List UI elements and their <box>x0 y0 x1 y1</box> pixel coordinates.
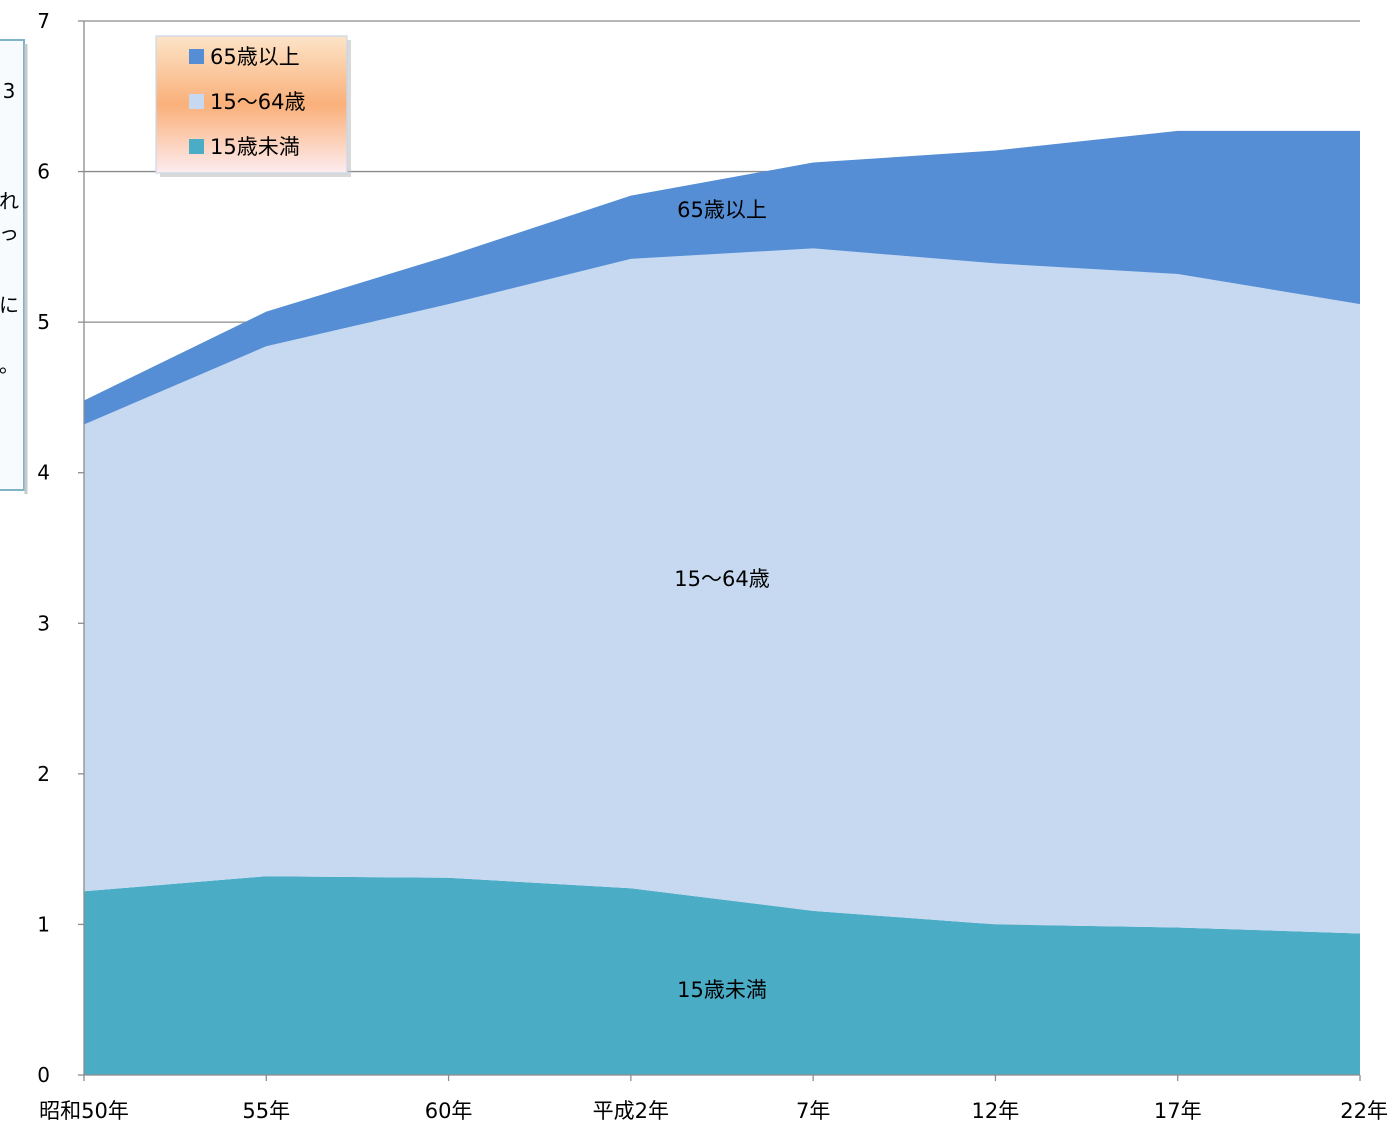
area-over-65 <box>84 130 1360 425</box>
area-under-15 <box>84 876 1360 1075</box>
legend-swatch <box>189 49 204 64</box>
series-label-age-15-64: 15〜64歳 <box>674 567 769 591</box>
y-tick-label: 5 <box>37 310 50 334</box>
x-tick-label: 昭和50年 <box>39 1099 129 1123</box>
series-label-over-65: 65歳以上 <box>677 198 767 222</box>
legend-label: 15歳未満 <box>210 135 300 159</box>
y-tick-label: 3 <box>37 611 50 635</box>
legend: 65歳以上 15〜64歳 15歳未満 <box>155 35 351 177</box>
x-tick-label: 17年 <box>1154 1099 1202 1123</box>
x-tick-label: 7年 <box>796 1099 830 1123</box>
side-panel-glyph: っ <box>0 221 19 245</box>
side-panel-glyph: れ <box>0 189 19 213</box>
legend-swatch <box>189 139 204 154</box>
y-tick-label: 0 <box>37 1063 50 1087</box>
legend-label: 15〜64歳 <box>210 90 305 114</box>
series-label-under-15: 15歳未満 <box>677 978 767 1002</box>
y-tick-label: 4 <box>37 461 50 485</box>
series-labels: 15歳未満 15〜64歳 65歳以上 <box>674 198 769 1002</box>
area-age-15-64 <box>84 248 1360 934</box>
y-tick-label: 2 <box>37 762 50 786</box>
legend-label: 65歳以上 <box>210 45 300 69</box>
area-series <box>84 130 1360 1075</box>
side-panel-glyph: に <box>0 293 19 317</box>
side-panel-glyph: 3 <box>3 79 16 103</box>
x-tick-label: 60年 <box>425 1099 473 1123</box>
x-tick-label: 12年 <box>972 1099 1020 1123</box>
axes: 0 1 2 3 4 5 6 7 昭和50年 55年 60年 平成2年 7年 12年 17年 22年 <box>37 9 1388 1123</box>
x-tick-label: 22年 <box>1340 1099 1388 1123</box>
side-panel-frame <box>0 39 25 491</box>
legend-swatch <box>189 94 204 109</box>
x-tick-label: 平成2年 <box>593 1099 669 1123</box>
legend-box <box>155 35 348 174</box>
side-text-panel: 3 れっに。 <box>0 39 28 494</box>
y-tick-label: 7 <box>37 9 50 33</box>
x-tick-label: 55年 <box>242 1099 290 1123</box>
side-panel-glyph: 。 <box>0 353 19 377</box>
y-tick-label: 1 <box>37 912 50 936</box>
y-tick-label: 6 <box>37 160 50 184</box>
